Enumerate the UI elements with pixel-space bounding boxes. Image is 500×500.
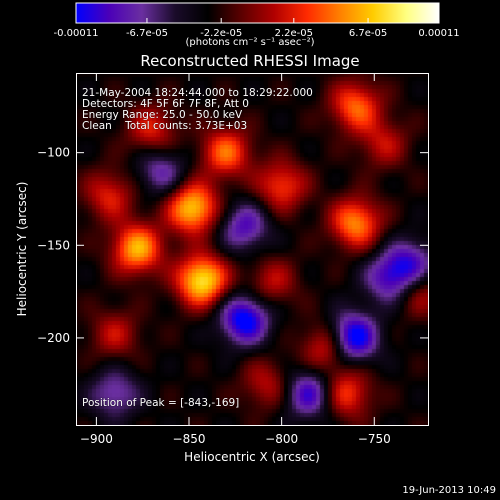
x-axis-ticks: −900 −850 −800 −750 xyxy=(80,73,391,446)
colorbar-tick-label: 6.7e-05 xyxy=(349,28,387,39)
info-line-detectors: Detectors: 4F 5F 6F 7F 8F, Att 0 xyxy=(82,98,249,110)
colorbar-tick-label: -0.00011 xyxy=(54,28,99,39)
x-tick-label: −900 xyxy=(80,432,113,446)
x-tick-label: −850 xyxy=(173,432,206,446)
colorbar-ticks: -0.00011 -6.7e-05 -2.2e-05 2.2e-05 6.7e-05 0.… xyxy=(54,18,460,39)
colorbar-tick-label: 2.2e-05 xyxy=(275,28,313,39)
peak-position-label: Position of Peak = [-843,-169] xyxy=(82,397,240,409)
info-line-counts: Clean Total counts: 3.73E+03 xyxy=(82,120,248,132)
x-tick-label: −800 xyxy=(265,432,298,446)
colorbar-tick-label: -2.2e-05 xyxy=(200,28,242,39)
y-tick-label: −100 xyxy=(37,146,70,160)
colorbar-bar xyxy=(75,2,440,24)
info-line-energy: Energy Range: 25.0 - 50.0 keV xyxy=(82,109,243,121)
colorbar-tick-label: -6.7e-05 xyxy=(126,28,168,39)
x-tick-label: −750 xyxy=(358,432,391,446)
colorbar-unit-label: (photons cm⁻² s⁻¹ asec⁻²) xyxy=(185,37,315,48)
y-axis-ticks: −200 −150 −100 xyxy=(37,146,428,345)
y-tick-label: −200 xyxy=(37,331,70,345)
info-line-time: 21-May-2004 18:24:44.000 to 18:29:22.000 xyxy=(82,87,313,99)
colorbar: -0.00011 -6.7e-05 -2.2e-05 2.2e-05 6.7e-05 0.… xyxy=(54,2,460,39)
y-tick-label: −150 xyxy=(37,238,70,252)
chart-title: Reconstructed RHESSI Image xyxy=(140,52,360,70)
colorbar-tick-label: 0.00011 xyxy=(418,28,459,39)
plot-frame xyxy=(76,73,429,426)
timestamp: 19-Jun-2013 10:49 xyxy=(402,485,496,496)
heatmap-image xyxy=(76,73,428,425)
y-axis-label: Heliocentric Y (arcsec) xyxy=(15,182,29,317)
x-axis-label: Heliocentric X (arcsec) xyxy=(184,450,320,464)
